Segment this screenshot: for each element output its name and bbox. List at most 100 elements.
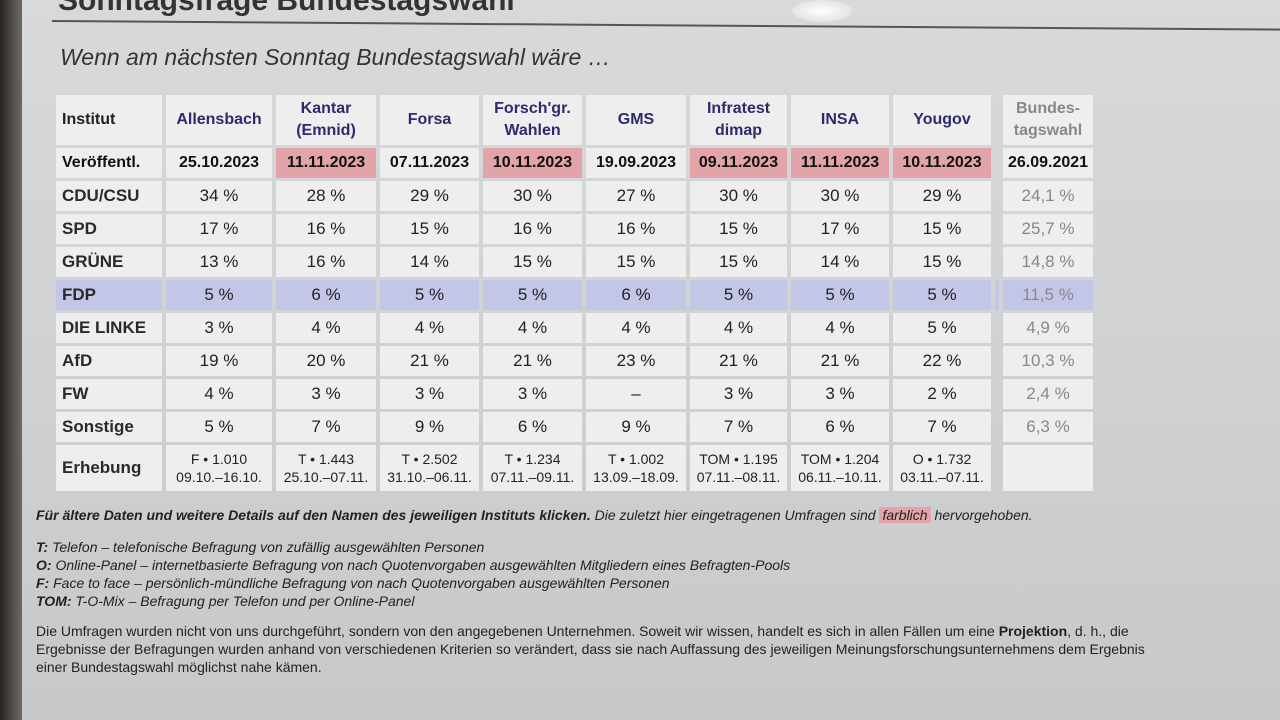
poll-value: – (586, 379, 686, 409)
survey-method: T • 2.502 (401, 451, 458, 467)
poll-value: 5 % (893, 313, 991, 343)
table-subtitle: Wenn am nächsten Sonntag Bundestagswahl … (60, 44, 611, 70)
poll-value: 7 % (276, 412, 376, 442)
title-divider (51, 20, 1280, 31)
column-gap (995, 280, 999, 310)
screen-glare (792, 0, 852, 22)
poll-value: 6 % (483, 412, 582, 442)
party-row: FW 4 % 3 % 3 % 3 % –3 % 3 % 2 % 2,4 % (56, 379, 1093, 409)
survey-info: T • 1.443 25.10.–07.11. (276, 445, 376, 491)
party-row: CDU/CSU 34 % 28 % 29 % 30 % 27 % 30 % 30 % 29 % 2… (56, 181, 1093, 211)
poll-value: 15 % (380, 214, 479, 244)
election-result: 24,1 % (1003, 181, 1093, 211)
election-result: 6,3 % (1003, 412, 1093, 442)
legend-key: F: (36, 575, 50, 591)
institute-link[interactable]: Yougov (893, 95, 991, 145)
poll-value: 5 % (483, 280, 582, 310)
highlight-sample: farblich (879, 507, 931, 523)
poll-value: 3 % (690, 379, 787, 409)
disclaimer-text-2: , d. h., die Ergebnisse der Befragungen … (36, 623, 1145, 675)
institute-link[interactable]: INSA (791, 95, 889, 145)
survey-period: 31.10.–06.11. (387, 469, 472, 485)
survey-info: TOM • 1.204 06.11.–10.11. (791, 445, 889, 491)
poll-value: 4 % (483, 313, 582, 343)
legend-key: O: (36, 557, 52, 573)
poll-value: 4 % (276, 313, 376, 343)
poll-value: 28 % (276, 181, 376, 211)
column-gap (995, 379, 999, 409)
header-institut: Institut (56, 95, 162, 145)
column-gap (995, 313, 999, 343)
legend-text: Telefon – telefonische Befragung von zuf… (52, 539, 485, 555)
poll-value: 15 % (586, 247, 686, 277)
election-result: 25,7 % (1003, 214, 1093, 244)
poll-value: 4 % (166, 379, 272, 409)
poll-value: 6 % (791, 412, 889, 442)
poll-value: 16 % (276, 214, 376, 244)
election-result: 10,3 % (1003, 346, 1093, 376)
poll-value: 2 % (893, 379, 991, 409)
institute-link[interactable]: Kantar (Emnid) (276, 95, 376, 145)
survey-info: TOM • 1.195 07.11.–08.11. (690, 445, 787, 491)
party-row: Sonstige 5 % 7 % 9 % 6 % 9 % 7 % 6 % 7 % 6,3 % (56, 412, 1093, 442)
published-date: 19.09.2023 (586, 148, 686, 178)
poll-value: 34 % (166, 181, 272, 211)
published-date: 09.11.2023 (690, 148, 787, 178)
poll-value: 15 % (893, 247, 991, 277)
survey-method: T • 1.443 (297, 451, 354, 467)
survey-period: 09.10.–16.10. (176, 469, 262, 485)
poll-value: 30 % (690, 181, 787, 211)
notes: Für ältere Daten und weitere Details auf… (36, 506, 1146, 676)
poll-value: 29 % (893, 181, 991, 211)
institute-link[interactable]: Allensbach (166, 95, 272, 145)
poll-value: 6 % (276, 280, 376, 310)
legend-key: T: (36, 539, 49, 555)
poll-value: 3 % (791, 379, 889, 409)
survey-method: F • 1.010 (190, 451, 248, 467)
poll-value: 14 % (380, 247, 479, 277)
poll-value: 17 % (791, 214, 889, 244)
header-row: Institut Allensbach Kantar (Emnid) Forsa For… (56, 95, 1093, 145)
poll-value: 15 % (690, 247, 787, 277)
election-result: 11,5 % (1003, 280, 1093, 310)
institute-link[interactable]: Infratest dimap (690, 95, 787, 145)
party-name: FDP (56, 280, 162, 310)
poll-value: 21 % (791, 346, 889, 376)
disclaimer-text-1: Die Umfragen wurden nicht von uns durchg… (36, 623, 999, 639)
method-legend: T: Telefon – telefonische Befragung von … (36, 538, 1146, 610)
poll-value: 7 % (893, 412, 991, 442)
election-date: 26.09.2021 (1003, 148, 1093, 178)
party-name: Sonstige (56, 412, 162, 442)
poll-value: 15 % (483, 247, 582, 277)
poll-value: 5 % (380, 280, 479, 310)
column-gap (995, 346, 999, 376)
poll-value: 29 % (380, 181, 479, 211)
column-gap (995, 445, 999, 491)
page-title: Sonntagsfrage Bundestagswahl (58, 0, 515, 17)
poll-value: 9 % (586, 412, 686, 442)
institute-link[interactable]: Forsa (380, 95, 479, 145)
survey-period: 06.11.–10.11. (798, 469, 882, 485)
empty-cell (1003, 445, 1093, 491)
web-page: Sonntagsfrage Bundestagswahl Wenn am näc… (22, 0, 1280, 720)
poll-value: 5 % (166, 280, 272, 310)
party-row: DIE LINKE 3 % 4 % 4 % 4 % 4 % 4 % 4 % 5 % 4,9 % (56, 313, 1093, 343)
poll-value: 9 % (380, 412, 479, 442)
party-name: GRÜNE (56, 247, 162, 277)
institute-link[interactable]: Forsch'gr. Wahlen (483, 95, 582, 145)
poll-value: 13 % (166, 247, 272, 277)
institute-link[interactable]: GMS (586, 95, 686, 145)
survey-method: O • 1.732 (912, 451, 972, 467)
election-result: 2,4 % (1003, 379, 1093, 409)
disclaimer-bold: Projektion (998, 623, 1068, 639)
poll-value: 5 % (791, 280, 889, 310)
poll-value: 5 % (893, 280, 991, 310)
survey-row: Erhebung F • 1.010 09.10.–16.10. T • 1.443 2… (56, 445, 1093, 491)
party-row: SPD 17 % 16 % 15 % 16 % 16 % 15 % 17 % 15 % 25,7 … (56, 214, 1093, 244)
survey-method: TOM • 1.195 (699, 451, 778, 467)
poll-value: 21 % (483, 346, 582, 376)
survey-period: 07.11.–09.11. (490, 469, 575, 485)
poll-value: 30 % (791, 181, 889, 211)
poll-value: 3 % (380, 379, 479, 409)
poll-value: 20 % (276, 346, 376, 376)
